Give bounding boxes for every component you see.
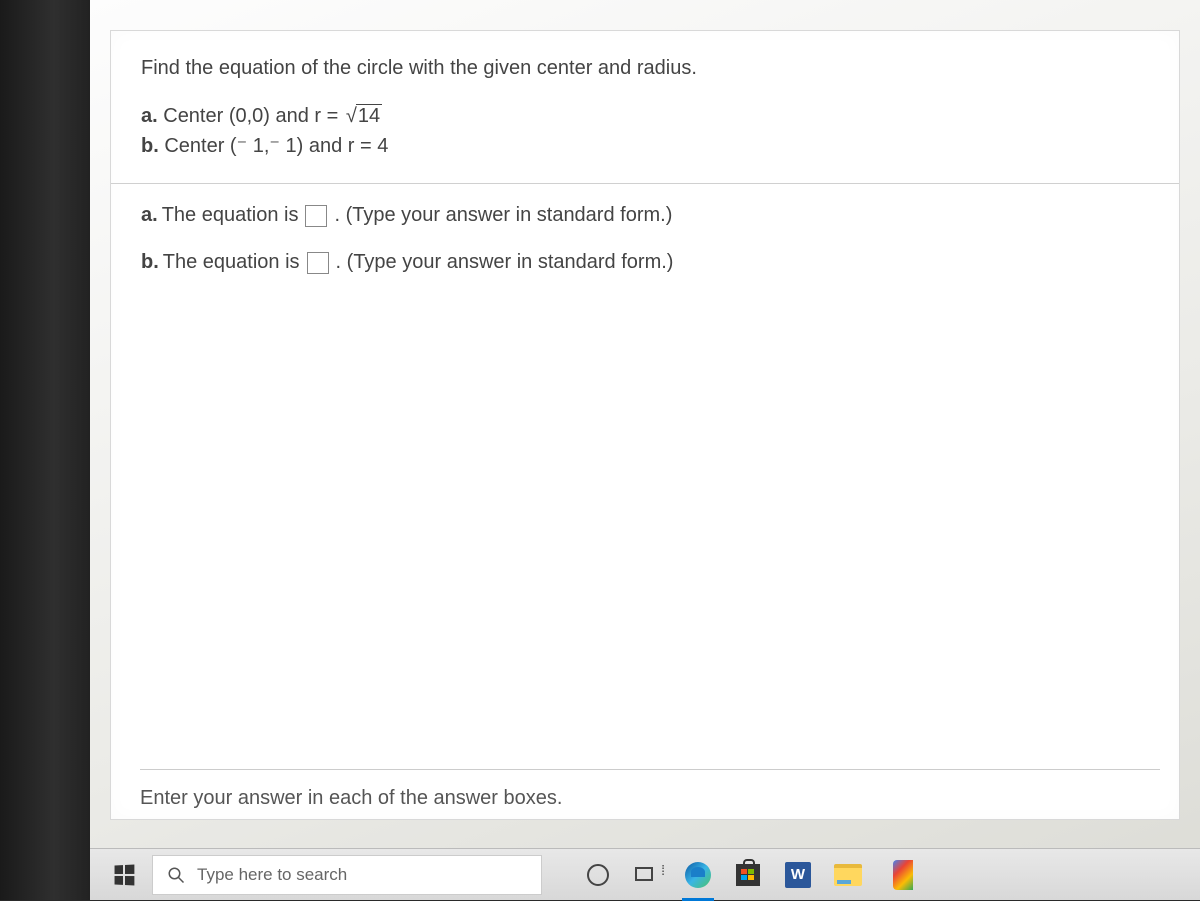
problem-a-text: Center (0,0) and r = (158, 105, 344, 127)
partial-app-icon (893, 860, 913, 890)
active-indicator (682, 898, 714, 901)
problem-b-label: b. (141, 135, 159, 157)
question-block: Find the equation of the circle with the… (111, 31, 1179, 184)
question-panel: Find the equation of the circle with the… (110, 30, 1180, 820)
answer-input-b[interactable] (307, 252, 329, 274)
search-icon (167, 866, 185, 884)
answer-b-post: . (Type your answer in standard form.) (336, 251, 674, 274)
answer-a-label: a. (141, 204, 158, 227)
word-button[interactable]: W (782, 859, 814, 891)
microsoft-store-button[interactable] (732, 859, 764, 891)
file-explorer-button[interactable] (832, 859, 864, 891)
answer-a-pre: The equation is (162, 204, 299, 227)
task-view-button[interactable]: ⁞ (632, 859, 664, 891)
problem-b-text: Center (⁻ 1,⁻ 1) and r = 4 (159, 135, 389, 157)
start-button[interactable] (100, 851, 148, 899)
answer-row-a: a. The equation is . (Type your answer i… (141, 204, 1149, 227)
problem-list: a. Center (0,0) and r = 14 b. Center (⁻ … (141, 101, 1149, 161)
footer-hint: Enter your answer in each of the answer … (140, 787, 562, 810)
answer-input-a[interactable] (305, 205, 327, 227)
task-view-icon: ⁞ (635, 865, 661, 885)
problem-b: b. Center (⁻ 1,⁻ 1) and r = 4 (141, 131, 1149, 161)
cortana-icon (587, 864, 609, 886)
answer-row-b: b. The equation is . (Type your answer i… (141, 251, 1149, 274)
problem-a-label: a. (141, 105, 158, 127)
search-placeholder: Type here to search (197, 865, 347, 885)
laptop-bezel (0, 0, 90, 900)
edge-icon (685, 862, 711, 888)
word-icon: W (785, 862, 811, 888)
answer-section: a. The equation is . (Type your answer i… (111, 184, 1179, 318)
screen-area: Find the equation of the circle with the… (90, 0, 1200, 900)
taskbar-search[interactable]: Type here to search (152, 855, 542, 895)
sqrt-expression: 14 (344, 101, 382, 131)
answer-b-pre: The equation is (163, 251, 300, 274)
cortana-button[interactable] (582, 859, 614, 891)
footer-divider (140, 769, 1160, 770)
taskbar: Type here to search ⁞ W (90, 848, 1200, 900)
answer-a-post: . (Type your answer in standard form.) (334, 204, 672, 227)
windows-logo-icon (115, 864, 135, 885)
folder-icon (834, 864, 862, 886)
answer-b-label: b. (141, 251, 159, 274)
radicand: 14 (356, 104, 382, 127)
partial-app-button[interactable] (882, 859, 914, 891)
edge-browser-button[interactable] (682, 859, 714, 891)
problem-a: a. Center (0,0) and r = 14 (141, 101, 1149, 131)
taskbar-icons: ⁞ W (582, 859, 914, 891)
store-icon (736, 864, 760, 886)
question-prompt: Find the equation of the circle with the… (141, 53, 1149, 83)
